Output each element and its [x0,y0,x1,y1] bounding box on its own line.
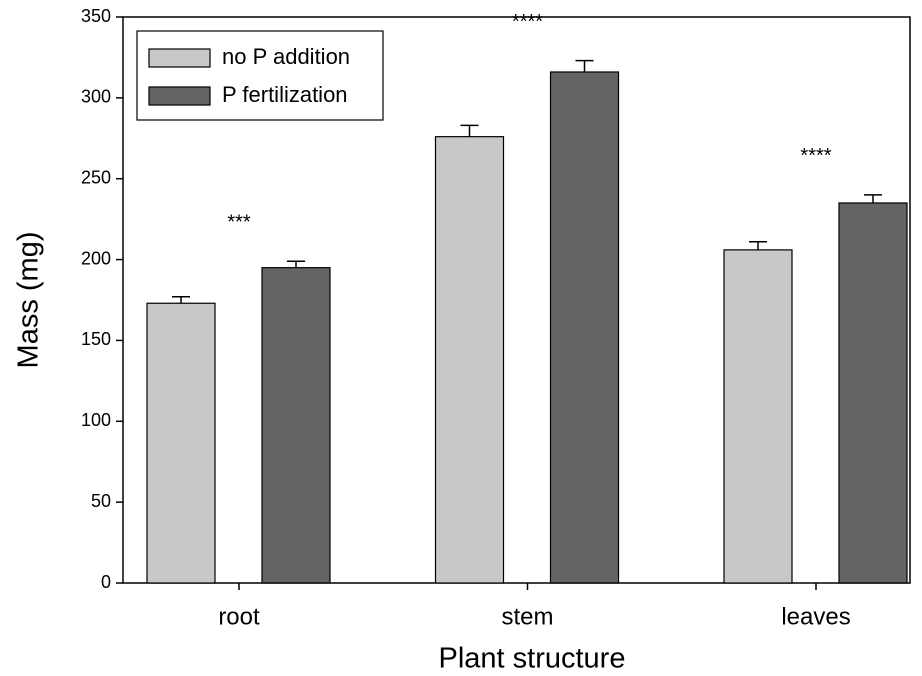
y-tick-label: 200 [81,248,111,268]
y-tick-label: 150 [81,329,111,349]
legend-swatch [148,86,211,106]
x-tick-label: stem [501,603,553,630]
annotation: *** [227,211,251,233]
y-tick-label: 50 [91,491,111,511]
x-axis-label: Plant structure [439,643,626,675]
y-tick-label: 250 [81,167,111,187]
x-tick-label: root [218,603,260,630]
x-tick-label: leaves [781,603,850,630]
y-tick-label: 300 [81,87,111,107]
bar [838,202,908,584]
y-axis-label: Mass (mg) [13,232,45,369]
annotation: **** [800,145,831,167]
y-tick-label: 0 [101,572,111,592]
legend-swatch [148,48,211,68]
plot-frame [122,16,911,584]
y-tick-label: 350 [81,6,111,26]
annotation: **** [512,11,543,33]
bar [434,136,505,584]
bar [549,71,620,584]
y-tick-label: 100 [81,410,111,430]
bar [723,249,793,584]
bar [261,267,331,584]
legend-label: no P addition [222,44,350,69]
legend-label: P fertilization [222,82,348,107]
bar [146,302,216,584]
